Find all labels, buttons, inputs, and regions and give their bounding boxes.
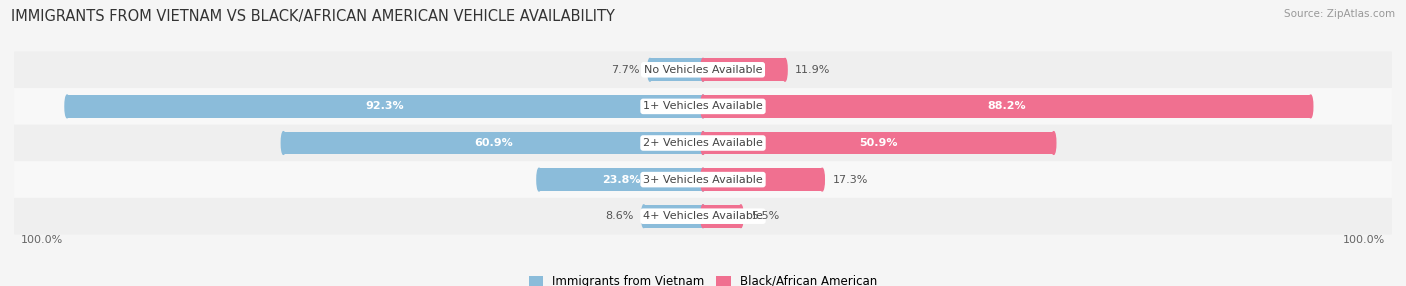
Text: 60.9%: 60.9% [474,138,513,148]
Circle shape [700,95,706,118]
Bar [703,58,785,81]
Text: 100.0%: 100.0% [1343,235,1385,245]
Circle shape [700,205,706,228]
Circle shape [700,168,706,191]
Circle shape [1309,95,1313,118]
Text: 92.3%: 92.3% [366,102,405,111]
Text: 4+ Vehicles Available: 4+ Vehicles Available [643,211,763,221]
Bar [703,95,1310,118]
Bar [650,58,703,81]
Text: 8.6%: 8.6% [605,211,634,221]
Circle shape [700,95,706,118]
Circle shape [738,205,742,228]
Circle shape [1052,132,1056,154]
Circle shape [700,58,706,81]
Bar [703,132,1053,154]
Text: 23.8%: 23.8% [602,175,640,184]
Text: 88.2%: 88.2% [987,102,1026,111]
Circle shape [700,205,706,228]
Circle shape [641,205,645,228]
Bar [703,168,823,191]
FancyBboxPatch shape [14,198,1392,235]
Bar [67,95,703,118]
Text: 1+ Vehicles Available: 1+ Vehicles Available [643,102,763,111]
Legend: Immigrants from Vietnam, Black/African American: Immigrants from Vietnam, Black/African A… [524,270,882,286]
Circle shape [783,58,787,81]
Text: IMMIGRANTS FROM VIETNAM VS BLACK/AFRICAN AMERICAN VEHICLE AVAILABILITY: IMMIGRANTS FROM VIETNAM VS BLACK/AFRICAN… [11,9,614,23]
Circle shape [65,95,69,118]
FancyBboxPatch shape [14,51,1392,88]
Text: 17.3%: 17.3% [832,175,868,184]
Text: 5.5%: 5.5% [751,211,779,221]
Circle shape [537,168,541,191]
Bar [644,205,703,228]
Text: 100.0%: 100.0% [21,235,63,245]
Text: 11.9%: 11.9% [796,65,831,75]
Text: 7.7%: 7.7% [612,65,640,75]
FancyBboxPatch shape [14,88,1392,125]
Text: 3+ Vehicles Available: 3+ Vehicles Available [643,175,763,184]
Circle shape [700,132,706,154]
Circle shape [700,132,706,154]
FancyBboxPatch shape [14,125,1392,161]
Text: 2+ Vehicles Available: 2+ Vehicles Available [643,138,763,148]
Circle shape [820,168,824,191]
Circle shape [700,58,706,81]
Circle shape [700,168,706,191]
Bar [538,168,703,191]
Text: 50.9%: 50.9% [859,138,897,148]
Text: Source: ZipAtlas.com: Source: ZipAtlas.com [1284,9,1395,19]
FancyBboxPatch shape [14,161,1392,198]
Bar [703,205,741,228]
Text: No Vehicles Available: No Vehicles Available [644,65,762,75]
Circle shape [648,58,652,81]
Bar [284,132,703,154]
Circle shape [281,132,285,154]
